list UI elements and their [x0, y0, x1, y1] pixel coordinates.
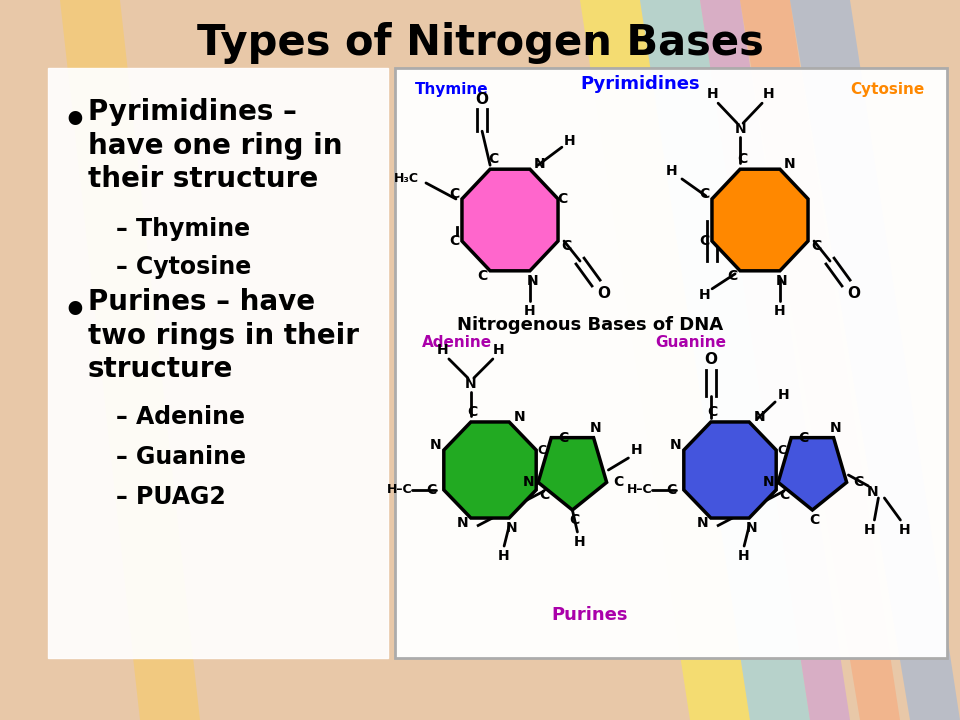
Text: N: N	[867, 485, 878, 499]
Text: C: C	[778, 444, 787, 456]
Text: N: N	[534, 157, 545, 171]
Text: N: N	[505, 521, 516, 535]
Text: H: H	[774, 304, 785, 318]
Text: – Adenine: – Adenine	[116, 405, 245, 429]
Text: C: C	[468, 405, 478, 419]
Text: C: C	[708, 405, 718, 419]
Polygon shape	[712, 169, 808, 271]
Text: N: N	[670, 438, 682, 452]
Text: C: C	[737, 152, 747, 166]
Text: C: C	[540, 488, 549, 502]
FancyBboxPatch shape	[48, 68, 388, 658]
Text: O: O	[705, 353, 717, 367]
Polygon shape	[790, 0, 960, 720]
Text: •: •	[62, 292, 86, 330]
Text: – Cytosine: – Cytosine	[116, 255, 252, 279]
Text: C: C	[699, 234, 709, 248]
Text: H–C: H–C	[627, 483, 653, 496]
Text: H: H	[899, 523, 910, 537]
Text: Types of Nitrogen Bases: Types of Nitrogen Bases	[197, 22, 763, 64]
Text: N: N	[514, 410, 525, 424]
Text: N: N	[457, 516, 468, 530]
Text: H: H	[707, 87, 718, 102]
Text: N: N	[734, 122, 746, 136]
Text: Adenine: Adenine	[422, 335, 492, 350]
Text: N: N	[754, 410, 765, 424]
Polygon shape	[684, 422, 777, 518]
Text: C: C	[538, 444, 547, 456]
Text: C: C	[809, 513, 820, 527]
Text: Purines – have
two rings in their
structure: Purines – have two rings in their struct…	[88, 288, 359, 383]
Polygon shape	[779, 438, 847, 510]
Text: H: H	[666, 164, 678, 178]
Polygon shape	[444, 422, 537, 518]
Text: C: C	[569, 513, 580, 527]
Text: C: C	[853, 475, 864, 490]
Text: C: C	[811, 239, 821, 253]
Text: C: C	[488, 152, 498, 166]
Text: Guanine: Guanine	[655, 335, 726, 350]
Text: H: H	[564, 134, 576, 148]
Text: N: N	[465, 377, 477, 391]
Text: C: C	[613, 475, 624, 490]
Text: H₃C: H₃C	[394, 173, 419, 186]
Text: C: C	[666, 483, 677, 497]
Text: H: H	[573, 535, 586, 549]
Text: H: H	[737, 549, 749, 563]
Text: C: C	[558, 431, 568, 445]
Text: N: N	[776, 274, 788, 288]
Text: H: H	[778, 388, 789, 402]
Text: Purines: Purines	[552, 606, 628, 624]
Text: C: C	[449, 234, 459, 248]
Text: H: H	[631, 443, 642, 457]
Polygon shape	[60, 0, 200, 720]
Polygon shape	[700, 0, 850, 720]
Text: N: N	[589, 420, 601, 435]
Text: H: H	[524, 304, 536, 318]
Text: Nitrogenous Bases of DNA: Nitrogenous Bases of DNA	[457, 316, 723, 334]
Polygon shape	[740, 0, 900, 720]
Text: C: C	[780, 488, 789, 502]
Text: H: H	[762, 87, 774, 102]
Text: N: N	[745, 521, 756, 535]
Text: – Thymine: – Thymine	[116, 217, 251, 241]
Polygon shape	[580, 0, 750, 720]
Polygon shape	[462, 169, 558, 271]
FancyBboxPatch shape	[395, 68, 947, 658]
Text: C: C	[477, 269, 488, 283]
Text: N: N	[697, 516, 708, 530]
Text: Pyrimidines: Pyrimidines	[580, 75, 700, 93]
Text: H: H	[698, 288, 709, 302]
Text: H: H	[497, 549, 509, 563]
Polygon shape	[640, 0, 810, 720]
Text: H: H	[493, 343, 505, 357]
Text: C: C	[449, 187, 459, 201]
Text: C: C	[426, 483, 437, 497]
Text: N: N	[527, 274, 539, 288]
Text: N: N	[762, 475, 774, 490]
Text: N: N	[522, 475, 534, 490]
Text: N: N	[430, 438, 442, 452]
Text: H: H	[864, 523, 876, 537]
Text: C: C	[561, 239, 571, 253]
Text: C: C	[798, 431, 808, 445]
Text: O: O	[475, 91, 489, 107]
Text: C: C	[699, 187, 709, 201]
Text: H–C: H–C	[387, 483, 413, 496]
Text: Pyrimidines –
have one ring in
their structure: Pyrimidines – have one ring in their str…	[88, 98, 343, 193]
Text: O: O	[848, 286, 860, 300]
Text: Cytosine: Cytosine	[850, 82, 924, 97]
Text: C: C	[557, 192, 567, 206]
Text: – PUAG2: – PUAG2	[116, 485, 226, 509]
Polygon shape	[539, 438, 607, 510]
Text: H: H	[437, 343, 448, 357]
Text: O: O	[597, 286, 611, 300]
Text: C: C	[727, 269, 737, 283]
Text: •: •	[62, 102, 86, 140]
Text: Thymine: Thymine	[415, 82, 489, 97]
Text: N: N	[784, 157, 796, 171]
Text: N: N	[829, 420, 841, 435]
Text: – Guanine: – Guanine	[116, 445, 246, 469]
